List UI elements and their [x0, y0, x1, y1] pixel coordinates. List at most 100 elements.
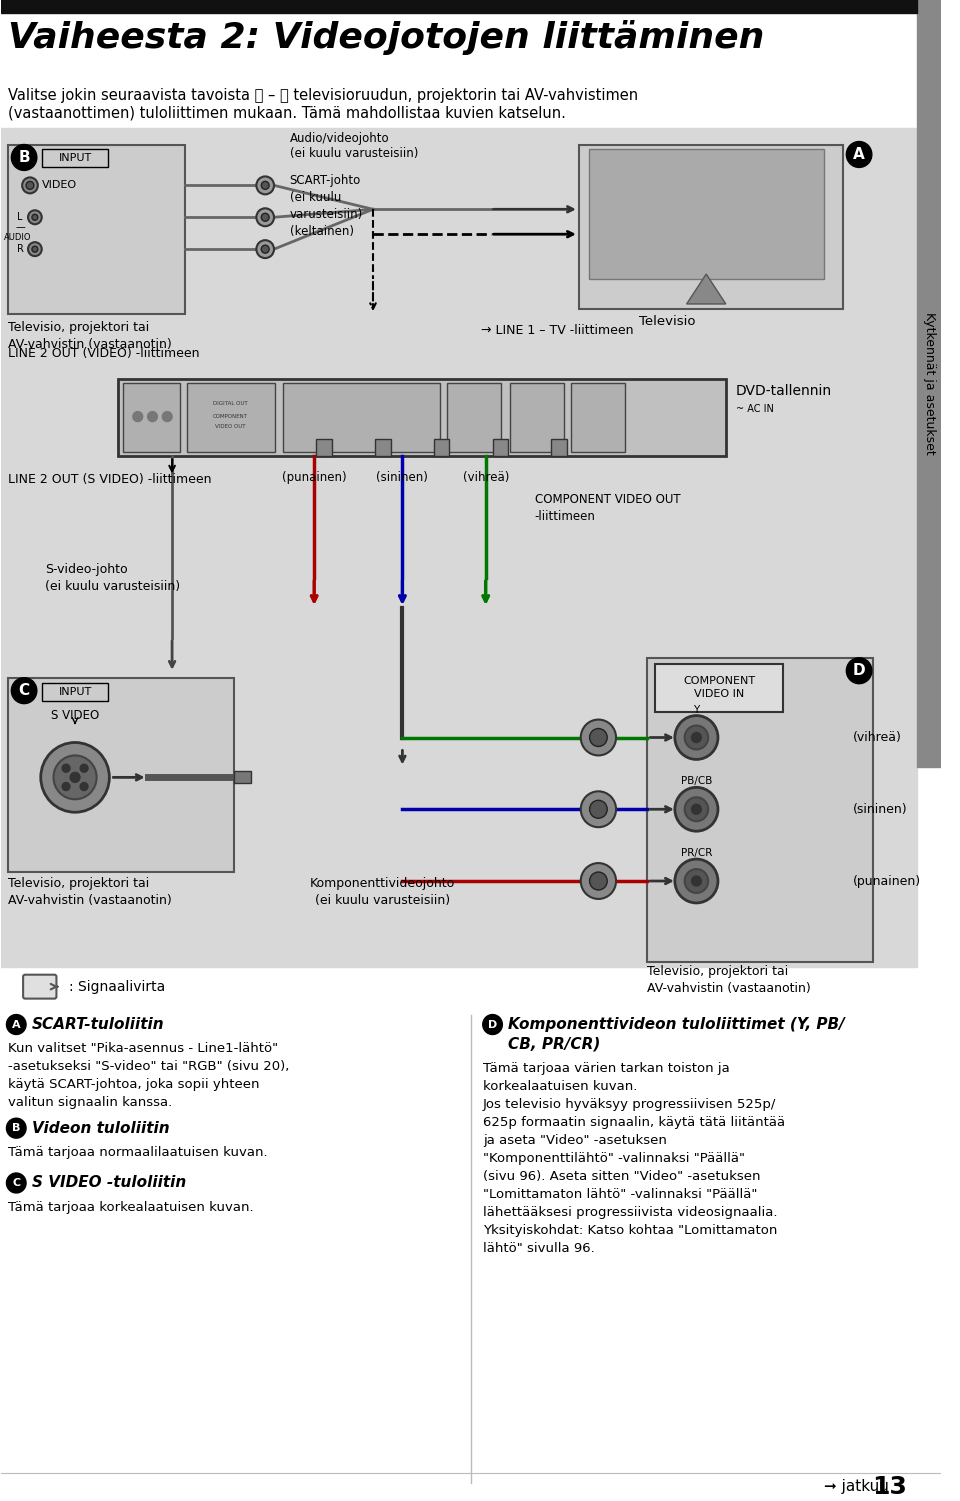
- Text: LINE 2 OUT (S VIDEO) -liittimeen: LINE 2 OUT (S VIDEO) -liittimeen: [9, 473, 212, 486]
- Bar: [9, 144, 185, 314]
- Text: D: D: [852, 663, 865, 678]
- Text: (punainen): (punainen): [282, 471, 347, 485]
- Text: DIGITAL OUT: DIGITAL OUT: [212, 401, 248, 407]
- Text: Televisio: Televisio: [638, 315, 695, 327]
- Text: R: R: [16, 245, 24, 254]
- Circle shape: [62, 782, 70, 791]
- Text: Kun valitset "Pika-asennus - Line1-lähtö"
-asetukseksi "S-video" tai "RGB" (sivu: Kun valitset "Pika-asennus - Line1-lähtö…: [9, 1043, 290, 1109]
- Circle shape: [261, 182, 269, 189]
- Bar: [41, 150, 108, 168]
- Circle shape: [28, 242, 41, 257]
- Circle shape: [589, 728, 608, 746]
- Text: S VIDEO -tuloliitin: S VIDEO -tuloliitin: [32, 1175, 186, 1190]
- Text: S-video-johto
(ei kuulu varusteisiin): S-video-johto (ei kuulu varusteisiin): [45, 563, 180, 593]
- Circle shape: [62, 764, 70, 772]
- Text: (sininen): (sininen): [376, 471, 428, 485]
- Text: CB, PR/CR): CB, PR/CR): [508, 1037, 601, 1052]
- Text: COMPONENT: COMPONENT: [212, 414, 248, 419]
- Text: ➞ jatkuu: ➞ jatkuu: [824, 1480, 889, 1495]
- Text: Y: Y: [693, 704, 700, 714]
- Text: 13: 13: [873, 1475, 907, 1499]
- Bar: [579, 144, 844, 309]
- Circle shape: [7, 1172, 26, 1193]
- Circle shape: [684, 869, 708, 893]
- Text: Valitse jokin seuraavista tavoista Ⓐ – ⓓ televisioruudun, projektorin tai AV-vah: Valitse jokin seuraavista tavoista Ⓐ – ⓓ…: [9, 87, 638, 102]
- Circle shape: [581, 719, 616, 755]
- Text: Tämä tarjoaa värien tarkan toiston ja
korkealaatuisen kuvan.
Jos televisio hyväk: Tämä tarjoaa värien tarkan toiston ja ko…: [483, 1063, 785, 1255]
- Bar: [434, 438, 449, 456]
- Bar: [551, 438, 567, 456]
- Text: Komponenttivideojohto
(ei kuulu varusteisiin): Komponenttivideojohto (ei kuulu varustei…: [310, 877, 455, 907]
- Circle shape: [589, 872, 608, 890]
- Text: VIDEO OUT: VIDEO OUT: [215, 425, 245, 429]
- Circle shape: [80, 782, 88, 791]
- Text: (sininen): (sininen): [853, 803, 908, 815]
- Text: A: A: [853, 147, 865, 162]
- Text: Televisio, projektori tai
AV-vahvistin (vastaanotin): Televisio, projektori tai AV-vahvistin (…: [647, 965, 811, 995]
- Text: Kytkennät ja asetukset: Kytkennät ja asetukset: [924, 312, 936, 455]
- Text: Vaiheesta 2: Videojotojen liittäminen: Vaiheesta 2: Videojotojen liittäminen: [9, 20, 765, 56]
- Text: (vihreä): (vihreä): [853, 731, 902, 744]
- Circle shape: [132, 411, 143, 422]
- Text: INPUT: INPUT: [59, 153, 92, 164]
- Bar: [283, 383, 440, 452]
- Bar: [9, 678, 234, 872]
- Text: LINE 2 OUT (VIDEO) -liittimeen: LINE 2 OUT (VIDEO) -liittimeen: [9, 347, 200, 360]
- Text: B: B: [18, 150, 30, 165]
- Circle shape: [581, 791, 616, 827]
- Text: Videon tuloliitin: Videon tuloliitin: [32, 1121, 170, 1136]
- Circle shape: [162, 411, 172, 422]
- Text: VIDEO: VIDEO: [41, 180, 77, 191]
- Text: DVD-tallennin: DVD-tallennin: [735, 384, 831, 398]
- Text: PR/CR: PR/CR: [681, 848, 712, 859]
- Text: Tämä tarjoaa korkealaatuisen kuvan.: Tämä tarjoaa korkealaatuisen kuvan.: [9, 1201, 254, 1214]
- Circle shape: [675, 716, 718, 760]
- Text: (vastaanottimen) tuloliittimen mukaan. Tämä mahdollistaa kuvien katselun.: (vastaanottimen) tuloliittimen mukaan. T…: [9, 105, 566, 120]
- Text: SCART-tuloliitin: SCART-tuloliitin: [32, 1018, 164, 1033]
- Bar: [447, 383, 501, 452]
- Circle shape: [32, 246, 37, 252]
- Circle shape: [256, 209, 274, 227]
- Circle shape: [847, 657, 872, 683]
- Bar: [1, 0, 917, 14]
- Text: B: B: [12, 1123, 20, 1133]
- Text: Komponenttivideon tuloliittimet (Y, PB/: Komponenttivideon tuloliittimet (Y, PB/: [508, 1018, 845, 1033]
- Bar: [571, 383, 625, 452]
- Bar: [647, 657, 873, 962]
- Circle shape: [40, 743, 109, 812]
- Circle shape: [256, 177, 274, 194]
- Text: ~ AC IN: ~ AC IN: [735, 404, 774, 414]
- Text: AUDIO: AUDIO: [4, 233, 31, 242]
- Circle shape: [28, 210, 41, 224]
- Text: S VIDEO: S VIDEO: [51, 708, 99, 722]
- Circle shape: [847, 141, 872, 168]
- Text: —: —: [15, 222, 25, 233]
- Text: L: L: [17, 212, 23, 222]
- Bar: [588, 150, 824, 279]
- Circle shape: [684, 797, 708, 821]
- Bar: [316, 438, 332, 456]
- Bar: [917, 0, 942, 767]
- Text: D: D: [488, 1019, 497, 1030]
- Text: C: C: [12, 1178, 20, 1187]
- Circle shape: [256, 240, 274, 258]
- Bar: [1, 128, 917, 766]
- Circle shape: [691, 732, 702, 743]
- Bar: [41, 683, 108, 701]
- Text: Televisio, projektori tai
AV-vahvistin (vastaanotin): Televisio, projektori tai AV-vahvistin (…: [9, 321, 172, 351]
- Bar: [375, 438, 391, 456]
- Bar: [118, 378, 726, 456]
- Circle shape: [70, 773, 80, 782]
- Circle shape: [261, 213, 269, 221]
- Circle shape: [483, 1015, 502, 1034]
- Circle shape: [32, 215, 37, 221]
- Text: A: A: [12, 1019, 20, 1030]
- Circle shape: [581, 863, 616, 899]
- Circle shape: [26, 182, 34, 189]
- Bar: [492, 438, 508, 456]
- Circle shape: [684, 725, 708, 749]
- Circle shape: [675, 859, 718, 904]
- Text: C: C: [18, 683, 30, 698]
- Bar: [123, 383, 180, 452]
- Text: : Signaalivirta: : Signaalivirta: [69, 980, 165, 994]
